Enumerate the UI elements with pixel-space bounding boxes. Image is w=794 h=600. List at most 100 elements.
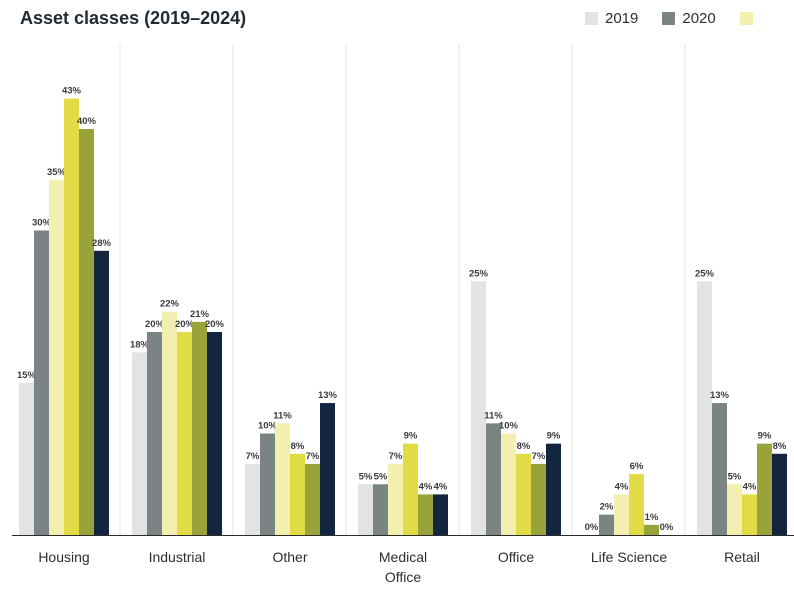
- bar-office-series-1: [486, 423, 501, 535]
- bar-life-science-series-1: [599, 514, 614, 535]
- bar-housing-series-4: [79, 129, 94, 535]
- chart-title: Asset classes (2019–2024): [20, 8, 247, 28]
- data-label: 15%: [17, 370, 37, 381]
- data-label: 7%: [532, 451, 546, 462]
- category-label-line: Housing: [38, 549, 89, 565]
- data-label: 11%: [484, 410, 503, 421]
- legend-swatch: [585, 12, 598, 25]
- data-label: 8%: [291, 441, 305, 452]
- legend-label: 2019: [605, 10, 639, 27]
- bar-industrial-series-4: [192, 321, 207, 535]
- data-label: 20%: [145, 319, 165, 330]
- data-label: 13%: [318, 390, 338, 401]
- bar-other-series-5: [320, 403, 335, 535]
- data-label: 22%: [160, 299, 180, 310]
- data-label: 4%: [434, 481, 448, 492]
- bar-housing-series-3: [64, 98, 79, 536]
- bar-other-series-0: [245, 463, 260, 535]
- bar-medical-office-series-3: [403, 443, 418, 535]
- data-label: 35%: [47, 167, 67, 178]
- data-label: 4%: [615, 481, 629, 492]
- bar-industrial-series-3: [177, 332, 192, 535]
- category-label: Industrial: [149, 549, 206, 565]
- data-label: 9%: [547, 431, 561, 442]
- legend-swatch: [739, 12, 753, 25]
- bar-office-series-0: [471, 281, 486, 535]
- data-label: 9%: [404, 431, 418, 442]
- bar-retail-series-5: [772, 453, 787, 535]
- data-label: 0%: [660, 522, 674, 533]
- legend: 2019 2020: [585, 10, 784, 27]
- data-label: 25%: [695, 268, 715, 279]
- data-label: 10%: [499, 421, 519, 432]
- data-label: 1%: [645, 512, 659, 523]
- data-label: 40%: [77, 116, 97, 127]
- data-label: 18%: [130, 339, 150, 350]
- category-label: Housing: [38, 549, 89, 565]
- bar-other-series-4: [305, 463, 320, 535]
- bar-retail-series-3: [742, 494, 757, 535]
- category-label: Medical Office: [379, 549, 427, 585]
- data-label: 7%: [246, 451, 260, 462]
- bar-medical-office-series-0: [358, 484, 373, 535]
- bar-medical-office-series-2: [388, 463, 403, 535]
- legend-item-2021: [739, 12, 760, 25]
- bar-retail-series-0: [697, 281, 712, 535]
- bar-office-series-2: [501, 433, 516, 535]
- data-label: 43%: [62, 86, 82, 97]
- bar-medical-office-series-1: [373, 484, 388, 535]
- bar-other-series-2: [275, 423, 290, 535]
- bar-other-series-3: [290, 453, 305, 535]
- data-label: 20%: [205, 319, 225, 330]
- data-label: 5%: [374, 471, 388, 482]
- bar-housing-series-2: [49, 179, 64, 535]
- data-label: 6%: [630, 461, 644, 472]
- bar-office-series-3: [516, 453, 531, 535]
- bar-life-science-series-4: [644, 524, 659, 535]
- bar-housing-series-1: [34, 230, 49, 535]
- category-label: Office: [498, 549, 535, 565]
- bar-office-series-5: [546, 443, 561, 535]
- legend-item-2020: 2020: [662, 10, 716, 27]
- category-label-line: Retail: [724, 549, 760, 565]
- bar-life-science-series-3: [629, 474, 644, 535]
- bar-housing-series-5: [94, 250, 109, 536]
- data-label: 2%: [600, 502, 614, 513]
- bar-industrial-series-2: [162, 311, 177, 535]
- category-label-line: Industrial: [149, 549, 206, 565]
- data-label: 10%: [258, 421, 278, 432]
- data-label: 4%: [743, 481, 757, 492]
- bar-office-series-4: [531, 463, 546, 535]
- legend-label: 2020: [682, 10, 716, 27]
- data-label: 7%: [389, 451, 403, 462]
- category-label: Retail: [724, 549, 760, 565]
- bar-medical-office-series-5: [433, 494, 448, 535]
- bar-retail-series-4: [757, 443, 772, 535]
- data-label: 30%: [32, 218, 52, 229]
- bar-retail-series-1: [712, 403, 727, 535]
- data-label: 5%: [728, 471, 742, 482]
- legend-item-2019: 2019: [585, 10, 638, 27]
- category-label-line: Medical: [379, 549, 427, 565]
- data-label: 8%: [517, 441, 531, 452]
- data-label: 5%: [359, 471, 373, 482]
- bar-industrial-series-1: [147, 332, 162, 535]
- data-label: 13%: [710, 390, 730, 401]
- data-label: 7%: [306, 451, 320, 462]
- category-label: Other: [272, 549, 307, 565]
- category-label-line: Office: [498, 549, 535, 565]
- data-label: 8%: [773, 441, 787, 452]
- category-label-line: Life Science: [591, 549, 667, 565]
- category-label: Life Science: [591, 549, 667, 565]
- bar-medical-office-series-4: [418, 494, 433, 535]
- data-label: 4%: [419, 481, 433, 492]
- data-label: 9%: [758, 431, 772, 442]
- data-label: 28%: [92, 238, 112, 249]
- bar-retail-series-2: [727, 484, 742, 535]
- legend-swatch: [662, 12, 676, 25]
- bar-other-series-1: [260, 433, 275, 535]
- category-label-line: Office: [385, 569, 422, 585]
- bar-life-science-series-2: [614, 494, 629, 535]
- data-label: 21%: [190, 309, 210, 320]
